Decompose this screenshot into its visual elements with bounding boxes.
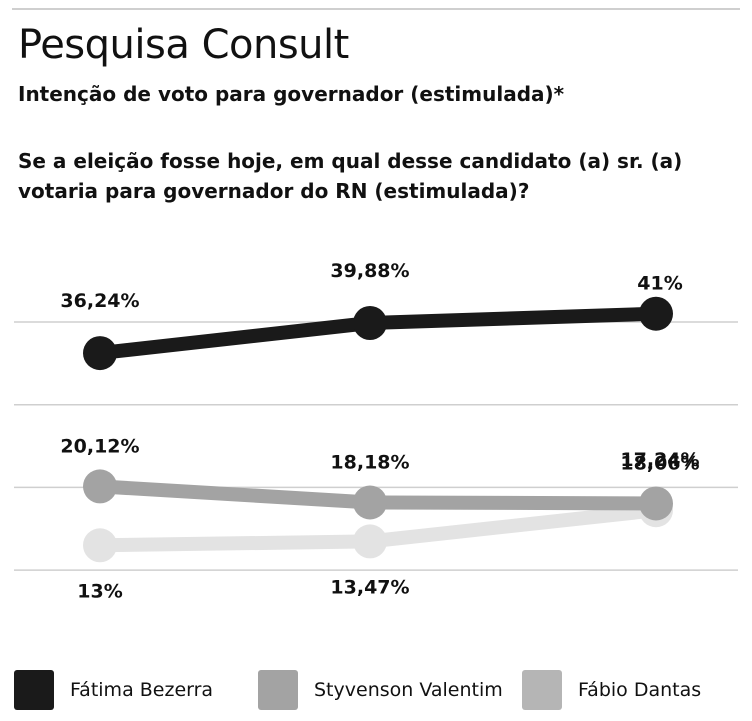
data-point-styvenson-valentim [639,486,673,521]
data-label-styvenson-valentim: 18,18% [330,451,409,473]
data-point-fabio-dantas [353,524,387,559]
data-point-styvenson-valentim [83,469,117,504]
data-label-fabio-dantas: 13,47% [330,576,409,598]
data-point-fatima-bezerra [83,336,117,371]
legend-label-fabio-dantas: Fábio Dantas [578,679,702,701]
chart-subtitle: Intenção de voto para governador (estimu… [18,82,565,106]
data-label-fabio-dantas: 13% [77,580,122,602]
top-divider [12,8,740,10]
data-point-fabio-dantas [83,528,117,563]
legend-item-fabio-dantas: Fábio Dantas [522,668,701,712]
legend-swatch-fatima-bezerra [14,670,54,710]
survey-question: Se a eleição fosse hoje, em qual desse c… [18,149,683,203]
data-point-fatima-bezerra [353,305,387,340]
legend-swatch-fabio-dantas [522,670,562,710]
chart-title: Pesquisa Consult [18,22,349,68]
data-label-fatima-bezerra: 41% [637,273,682,295]
data-point-styvenson-valentim [353,485,387,520]
data-point-fatima-bezerra [639,296,673,331]
legend-label-fatima-bezerra: Fátima Bezerra [70,679,214,701]
data-label-fabio-dantas: 17,24% [620,449,699,471]
line-chart: 36,24% 39,88% 41% 20,12% 18,18% 18,06% 13% 13,4… [14,260,738,602]
legend-item-fatima-bezerra: Fátima Bezerra [14,668,213,712]
data-label-styvenson-valentim: 20,12% [60,435,139,457]
legend: Fátima Bezerra Styvenson Valentim Fábio … [0,668,752,712]
legend-label-styvenson-valentim: Styvenson Valentim [314,679,503,701]
data-label-fatima-bezerra: 39,88% [330,260,409,282]
data-label-styvenson-valentim: 18,06% [620,452,699,474]
data-label-fatima-bezerra: 36,24% [60,290,139,312]
legend-swatch-styvenson-valentim [258,670,298,710]
legend-item-styvenson-valentim: Styvenson Valentim [258,668,503,712]
